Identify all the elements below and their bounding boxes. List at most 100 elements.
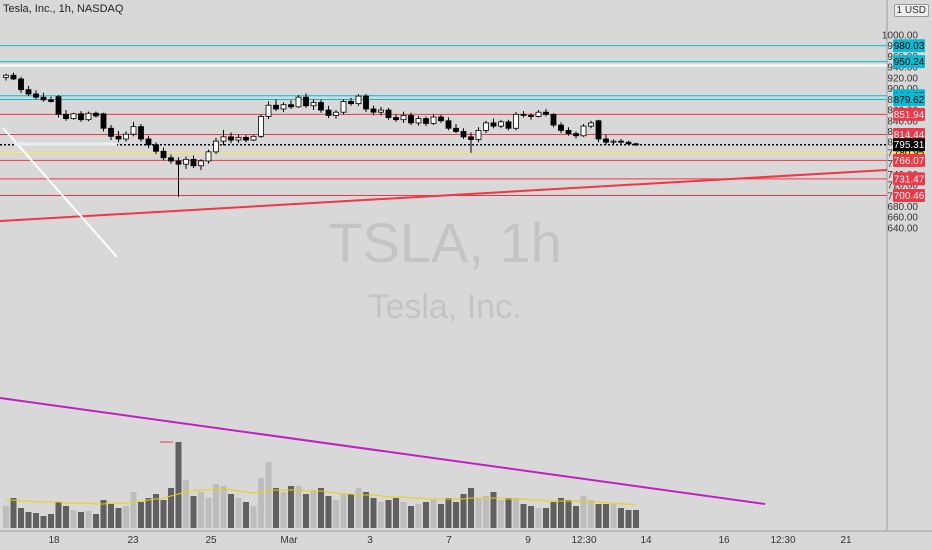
candle-body-18[interactable] [138,126,144,140]
currency-button[interactable]: 1 USD [893,4,929,17]
downtrend-line[interactable] [2,127,118,258]
candle-body-52[interactable] [393,117,399,121]
candle-body-19[interactable] [145,138,152,146]
candle-body-31[interactable] [235,136,242,141]
candle-body-77[interactable] [580,125,587,137]
candle-body-7[interactable] [55,96,62,115]
candle-body-53[interactable] [400,115,407,121]
candle-body-72[interactable] [543,111,549,115]
candle-body-5[interactable] [40,96,47,101]
candle-body-38[interactable] [288,104,294,108]
candle-body-36[interactable] [273,104,279,110]
symbol-header[interactable]: Tesla, Inc., 1h, NASDAQ [3,3,124,15]
candle-body-40[interactable] [303,96,309,107]
candle-body-62[interactable] [468,136,474,140]
candle-body-81[interactable] [610,140,617,143]
candle-body-60[interactable] [453,127,459,132]
candle-body-2[interactable] [18,78,24,91]
candle-body-10[interactable] [78,113,84,121]
candle-body-51[interactable] [385,109,392,118]
candle-body-45[interactable] [340,101,347,113]
candle-body-49[interactable] [370,108,377,113]
candle-body-63[interactable] [475,130,482,140]
candle-body-50[interactable] [378,109,384,113]
candle-body-56[interactable] [423,118,429,124]
candle-body-57[interactable] [430,116,437,124]
volume-bar-75 [565,500,572,528]
candle-body-41[interactable] [310,102,317,107]
candle-body-68[interactable] [513,113,519,129]
candle-body-74[interactable] [558,124,564,131]
candle-body-67[interactable] [505,121,512,129]
volume-bar-57 [430,500,437,528]
candle-body-0[interactable] [3,74,9,78]
resistance-trendline[interactable] [0,169,888,222]
candle-body-84[interactable] [633,143,639,146]
candle-body-14[interactable] [108,127,114,137]
y-tick-label-14: 720.00 [887,181,918,192]
candle-body-70[interactable] [528,115,534,117]
candle-body-21[interactable] [160,150,167,159]
candle-body-65[interactable] [490,122,497,127]
volume-bar-43 [325,496,332,528]
candle-body-12[interactable] [93,112,99,117]
candle-body-25[interactable] [190,158,197,167]
candle-body-30[interactable] [228,136,234,141]
candle-body-35[interactable] [265,104,272,117]
candle-body-66[interactable] [498,121,504,127]
candle-body-76[interactable] [573,133,579,137]
candle-body-34[interactable] [258,116,264,137]
candle-body-15[interactable] [115,135,122,140]
candle-body-3[interactable] [25,89,32,95]
candles[interactable] [3,72,639,197]
candle-body-75[interactable] [565,130,572,135]
candle-body-26[interactable] [198,160,204,167]
candle-body-47[interactable] [355,95,362,105]
candle-body-82[interactable] [618,140,624,143]
candle-body-71[interactable] [535,111,542,117]
candle-body-54[interactable] [408,115,414,124]
candle-body-29[interactable] [220,136,227,142]
candle-body-69[interactable] [520,113,527,116]
candle-body-4[interactable] [33,93,39,98]
candle-body-6[interactable] [48,99,54,102]
candle-body-32[interactable] [243,136,249,141]
candle-body-16[interactable] [123,133,129,140]
support-trendline[interactable] [0,397,766,505]
candle-body-22[interactable] [168,157,174,162]
candle-body-8[interactable] [63,113,69,120]
candle-body-33[interactable] [250,135,257,141]
candle-body-9[interactable] [70,113,77,120]
candle-body-28[interactable] [213,140,219,153]
candle-body-13[interactable] [100,113,107,129]
candle-body-48[interactable] [363,95,369,110]
candle-body-27[interactable] [205,151,212,162]
candle-body-24[interactable] [183,158,189,165]
candle-body-11[interactable] [85,112,92,121]
candle-body-73[interactable] [550,113,557,126]
candle-body-59[interactable] [445,120,452,129]
candle-body-23[interactable] [175,160,182,165]
candle-body-61[interactable] [460,131,467,138]
candle-body-37[interactable] [280,104,287,110]
candle-body-83[interactable] [625,141,632,145]
candle-body-44[interactable] [333,111,339,116]
volume-bar-39 [295,486,302,528]
candle-body-80[interactable] [603,138,609,143]
candle-body-78[interactable] [588,122,594,127]
candle-body-64[interactable] [483,122,489,131]
candle-body-42[interactable] [318,102,324,111]
candle-body-20[interactable] [153,144,159,152]
candle-body-17[interactable] [130,126,137,135]
watermark-ticker: TSLA, 1h [328,211,561,274]
candle-body-46[interactable] [348,101,354,105]
candle-body-39[interactable] [295,96,302,108]
candle-body-79[interactable] [595,120,602,140]
candle-body-1[interactable] [10,74,17,80]
candle-body-55[interactable] [415,118,422,124]
candle-body-43[interactable] [325,109,332,116]
drawings[interactable] [0,127,888,505]
candle-body-58[interactable] [438,116,444,122]
